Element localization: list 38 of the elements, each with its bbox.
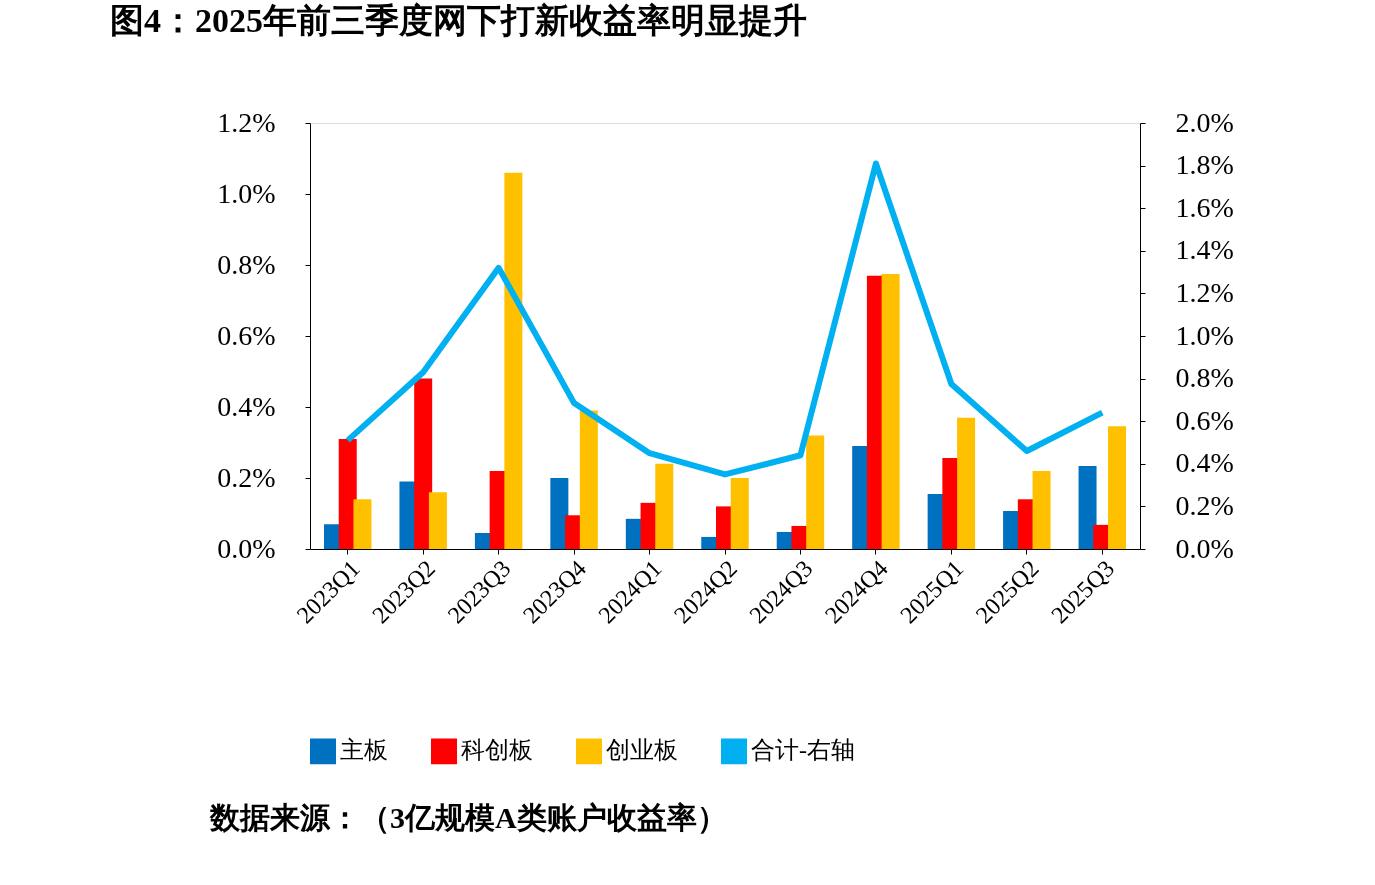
- bar: [550, 478, 569, 549]
- bar: [1078, 465, 1097, 549]
- bar: [1108, 426, 1126, 549]
- y2-tick-label: 0.4%: [1175, 447, 1234, 479]
- legend-label: 主板: [340, 737, 388, 764]
- y-tick-label: 0.2%: [217, 461, 276, 493]
- bar: [504, 172, 523, 549]
- y-tick-label: 0.6%: [217, 319, 276, 351]
- y2-tick-label: 2.0%: [1175, 106, 1234, 138]
- legend-label: 创业板: [606, 737, 678, 764]
- y2-tick-label: 1.4%: [1175, 234, 1234, 266]
- y-tick-label: 0.0%: [217, 532, 276, 564]
- bar: [1032, 470, 1051, 549]
- bar: [579, 410, 598, 549]
- bar: [428, 492, 447, 549]
- chart-title: 图4：2025年前三季度网下打新收益率明显提升: [110, 2, 807, 39]
- source-note: 数据来源：（3亿规模A类账户收益率）: [209, 801, 727, 834]
- bar: [414, 378, 433, 549]
- bar: [957, 417, 976, 549]
- y-tick-label: 0.4%: [217, 390, 276, 422]
- y2-tick-label: 0.2%: [1175, 489, 1234, 521]
- y2-tick-label: 0.6%: [1175, 404, 1234, 436]
- bar: [730, 478, 749, 549]
- y2-tick-label: 0.8%: [1175, 362, 1234, 394]
- y2-tick-label: 1.6%: [1175, 191, 1234, 223]
- y2-tick-label: 1.2%: [1175, 276, 1234, 308]
- legend-label: 合计-右轴: [751, 737, 855, 764]
- bar: [353, 499, 372, 549]
- y2-tick-label: 0.0%: [1175, 532, 1234, 564]
- y-tick-label: 1.0%: [217, 177, 276, 209]
- y-tick-label: 1.2%: [217, 106, 276, 138]
- y-tick-label: 0.8%: [217, 248, 276, 280]
- y2-tick-label: 1.0%: [1175, 319, 1234, 351]
- y2-tick-label: 1.8%: [1175, 149, 1234, 181]
- bar: [655, 463, 674, 549]
- legend-label: 科创板: [461, 737, 533, 764]
- bar: [881, 273, 900, 549]
- bar: [806, 435, 825, 549]
